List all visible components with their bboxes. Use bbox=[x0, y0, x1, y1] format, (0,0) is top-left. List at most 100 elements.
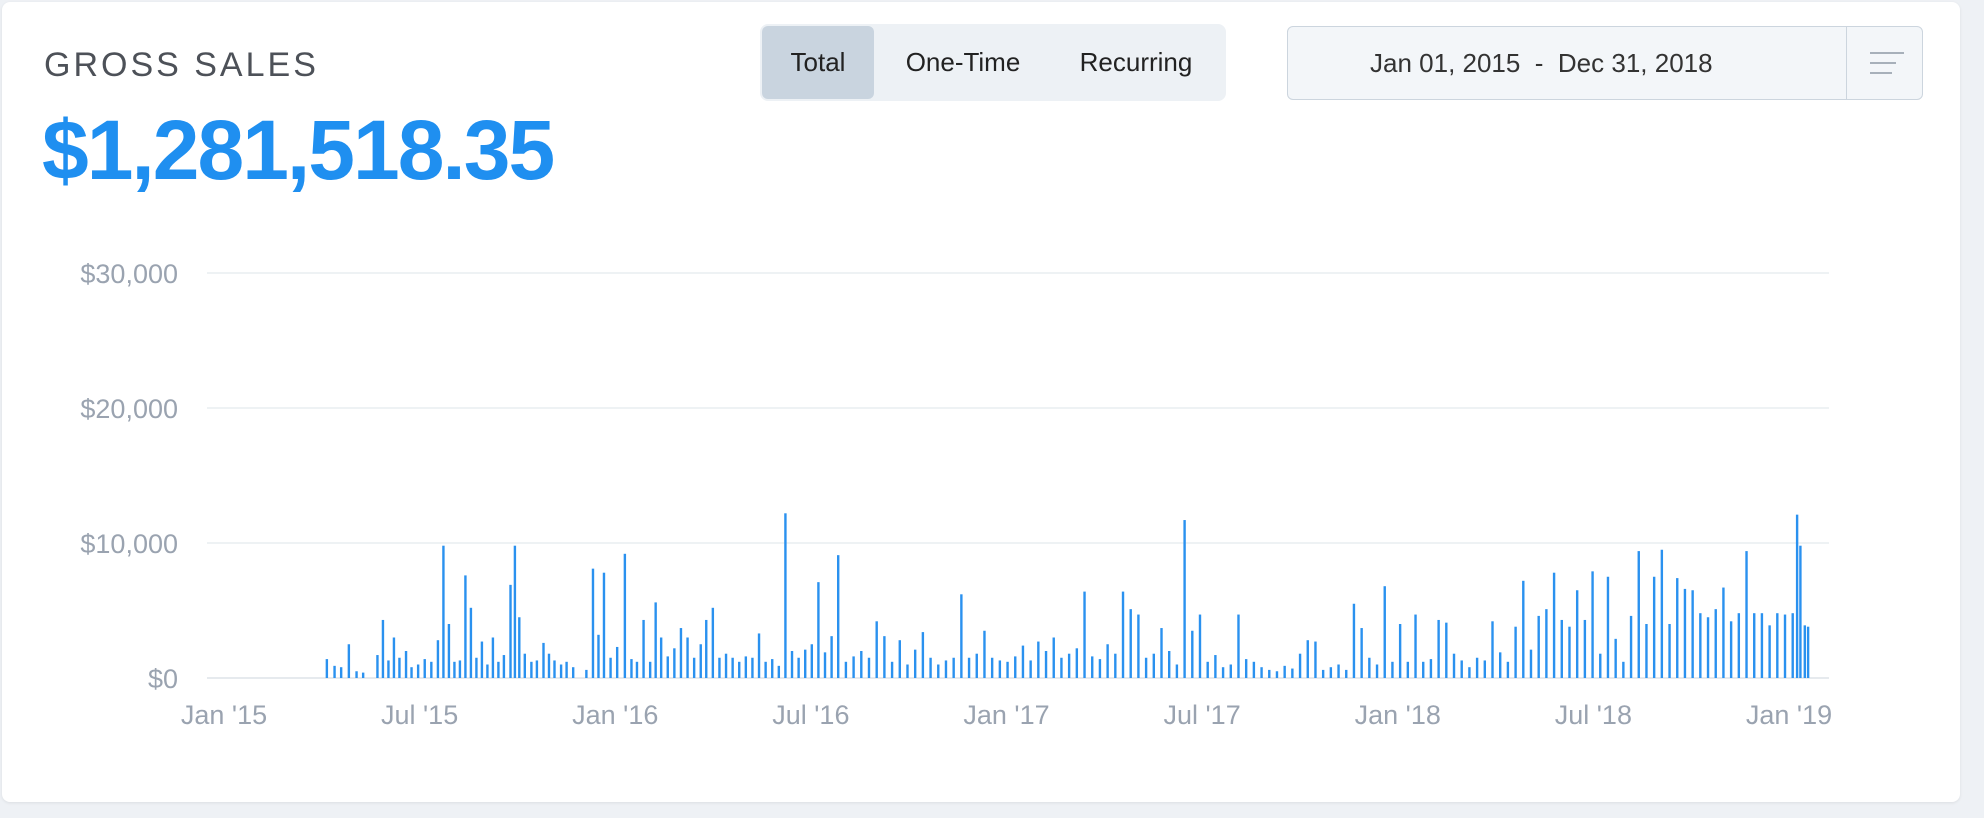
bar[interactable] bbox=[1575, 590, 1579, 678]
bar[interactable] bbox=[1475, 657, 1479, 678]
bar[interactable] bbox=[718, 657, 721, 678]
bar[interactable] bbox=[1606, 576, 1610, 678]
bar[interactable] bbox=[1676, 578, 1679, 678]
bar[interactable] bbox=[1368, 657, 1371, 678]
bar[interactable] bbox=[1067, 653, 1071, 678]
bar[interactable] bbox=[1491, 621, 1494, 678]
bar[interactable] bbox=[705, 619, 708, 678]
bar[interactable] bbox=[990, 657, 994, 678]
bar[interactable] bbox=[1429, 659, 1433, 678]
bar[interactable] bbox=[679, 628, 683, 678]
bar[interactable] bbox=[1052, 637, 1055, 679]
bar[interactable] bbox=[1191, 630, 1194, 678]
bar[interactable] bbox=[1029, 660, 1032, 678]
bar[interactable] bbox=[1229, 664, 1232, 679]
bar[interactable] bbox=[1168, 651, 1171, 678]
bar[interactable] bbox=[1106, 644, 1109, 678]
bar[interactable] bbox=[844, 661, 848, 678]
bar[interactable] bbox=[361, 672, 365, 678]
bar[interactable] bbox=[1714, 609, 1717, 678]
bar[interactable] bbox=[1422, 661, 1425, 678]
bar[interactable] bbox=[547, 653, 551, 678]
bar[interactable] bbox=[1668, 624, 1671, 678]
bar[interactable] bbox=[1098, 659, 1102, 678]
bar[interactable] bbox=[1599, 653, 1602, 678]
hamburger-menu-icon[interactable] bbox=[1848, 27, 1922, 99]
bar[interactable] bbox=[615, 646, 619, 678]
bar[interactable] bbox=[804, 649, 807, 678]
bar[interactable] bbox=[542, 642, 545, 678]
bar[interactable] bbox=[447, 624, 451, 678]
bar[interactable] bbox=[1706, 617, 1710, 678]
bar[interactable] bbox=[423, 659, 426, 678]
bar[interactable] bbox=[738, 661, 741, 678]
bar[interactable] bbox=[929, 657, 932, 678]
bar[interactable] bbox=[453, 661, 456, 678]
bar[interactable] bbox=[530, 661, 533, 678]
bar[interactable] bbox=[1044, 651, 1048, 678]
bar[interactable] bbox=[387, 660, 390, 678]
bar[interactable] bbox=[867, 657, 871, 678]
bar[interactable] bbox=[1514, 626, 1517, 678]
bar[interactable] bbox=[830, 636, 833, 678]
bar[interactable] bbox=[1568, 626, 1571, 678]
bar[interactable] bbox=[1160, 628, 1163, 678]
bar[interactable] bbox=[1699, 613, 1702, 678]
bar[interactable] bbox=[648, 661, 652, 678]
date-range-text[interactable]: Jan 01, 2015 - Dec 31, 2018 bbox=[1370, 48, 1713, 78]
bar[interactable] bbox=[797, 657, 800, 678]
bar[interactable] bbox=[817, 582, 820, 678]
bar[interactable] bbox=[1591, 571, 1594, 678]
bar[interactable] bbox=[771, 659, 774, 678]
bar[interactable] bbox=[983, 630, 986, 678]
bar[interactable] bbox=[635, 661, 639, 678]
bar[interactable] bbox=[571, 667, 575, 678]
bar[interactable] bbox=[659, 637, 663, 679]
bar[interactable] bbox=[1345, 669, 1348, 678]
bar[interactable] bbox=[535, 660, 539, 678]
bar[interactable] bbox=[1437, 619, 1440, 678]
bar[interactable] bbox=[1083, 591, 1086, 678]
bar[interactable] bbox=[1660, 549, 1664, 678]
bar[interactable] bbox=[686, 637, 689, 679]
bar[interactable] bbox=[1691, 590, 1694, 678]
bar[interactable] bbox=[1622, 661, 1625, 678]
bar[interactable] bbox=[559, 664, 563, 679]
bar[interactable] bbox=[1460, 660, 1463, 678]
bar[interactable] bbox=[1252, 661, 1256, 678]
bar[interactable] bbox=[410, 667, 413, 678]
bar[interactable] bbox=[1645, 624, 1648, 678]
bar[interactable] bbox=[1499, 652, 1502, 678]
bar[interactable] bbox=[1529, 649, 1533, 678]
bar[interactable] bbox=[486, 664, 489, 679]
bar[interactable] bbox=[823, 652, 827, 678]
bar[interactable] bbox=[442, 545, 445, 678]
bar[interactable] bbox=[790, 651, 794, 678]
bar[interactable] bbox=[381, 619, 385, 678]
bar[interactable] bbox=[398, 657, 401, 678]
bar[interactable] bbox=[1522, 580, 1525, 678]
bar[interactable] bbox=[1329, 667, 1333, 678]
bar[interactable] bbox=[1729, 621, 1733, 678]
bar[interactable] bbox=[333, 665, 336, 678]
bar[interactable] bbox=[1745, 551, 1748, 678]
bar[interactable] bbox=[906, 664, 909, 679]
bar[interactable] bbox=[469, 607, 473, 678]
bar[interactable] bbox=[1545, 609, 1548, 678]
bar[interactable] bbox=[585, 669, 588, 678]
bar[interactable] bbox=[416, 664, 420, 679]
bar[interactable] bbox=[1244, 659, 1248, 678]
tab-one-time[interactable]: One-Time bbox=[905, 47, 1021, 77]
bar[interactable] bbox=[1014, 656, 1017, 678]
date-range-picker[interactable]: Jan 01, 2015 - Dec 31, 2018 bbox=[1287, 26, 1923, 100]
bar[interactable] bbox=[1652, 576, 1656, 678]
bar[interactable] bbox=[1121, 591, 1125, 678]
bar[interactable] bbox=[724, 653, 728, 678]
bar[interactable] bbox=[1137, 614, 1140, 678]
bar[interactable] bbox=[731, 657, 734, 678]
bar[interactable] bbox=[1398, 624, 1402, 678]
bar[interactable] bbox=[565, 661, 568, 678]
bar[interactable] bbox=[1075, 648, 1079, 678]
bar[interactable] bbox=[1352, 603, 1356, 678]
bar[interactable] bbox=[1795, 514, 1799, 678]
